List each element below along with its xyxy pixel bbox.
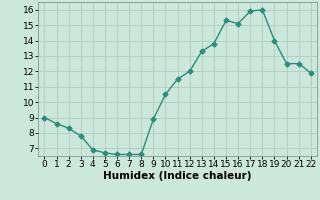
X-axis label: Humidex (Indice chaleur): Humidex (Indice chaleur) xyxy=(103,171,252,181)
